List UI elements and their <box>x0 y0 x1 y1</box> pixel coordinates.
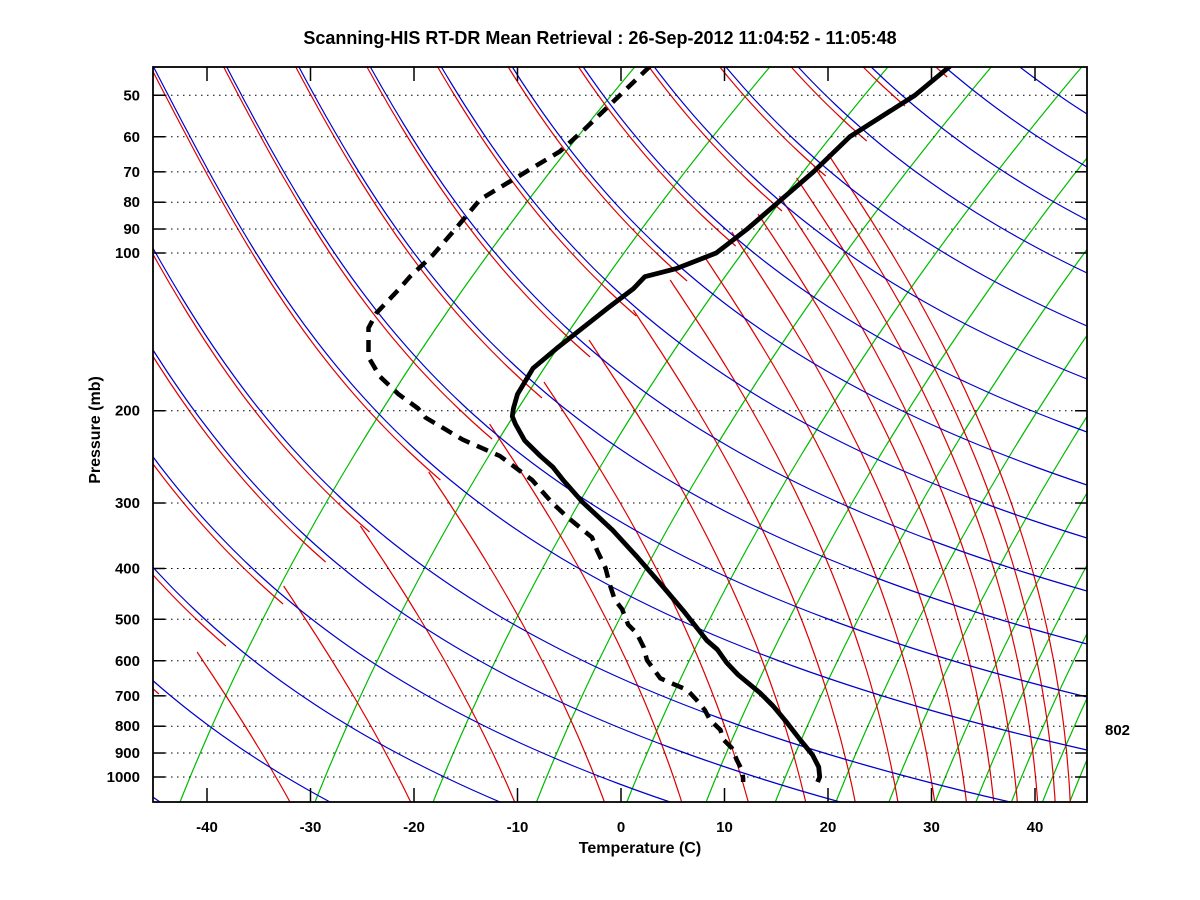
y-tick-label: 90 <box>123 221 140 238</box>
blue-isoline <box>653 67 1087 380</box>
red-isoline-pair <box>153 70 441 481</box>
red-isoline-pair <box>934 67 948 78</box>
green-isoline <box>314 67 771 802</box>
blue-isoline <box>797 67 1087 274</box>
red-isoline-pair <box>295 67 543 399</box>
red-isoline-pair <box>862 67 906 107</box>
blue-isoline <box>153 348 841 802</box>
x-tick-label: 20 <box>820 819 837 836</box>
red-isoline-pair <box>153 574 227 647</box>
green-isoline <box>432 67 889 802</box>
green-isoline <box>626 67 1083 802</box>
y-tick-label: 200 <box>115 403 140 420</box>
y-tick-label: 400 <box>115 560 140 577</box>
red-isoline-pair <box>577 67 737 247</box>
red-isoline-pair <box>719 67 827 177</box>
blue-isoline <box>153 455 671 802</box>
green-isoline <box>835 334 1087 802</box>
red-isoline <box>196 651 291 802</box>
red-isoline <box>757 213 995 802</box>
green-isoline <box>1010 632 1087 802</box>
plot-frame <box>152 66 1088 803</box>
blue-isoline <box>440 67 1087 539</box>
y-tick-label: 100 <box>115 245 140 262</box>
green-isoline <box>975 563 1087 802</box>
green-isoline <box>535 67 992 802</box>
red-isoline <box>428 471 605 802</box>
y-tick-label: 80 <box>123 194 140 211</box>
red-isoline <box>703 255 936 802</box>
y-tick-label: 70 <box>123 164 140 181</box>
green-isoline <box>1069 758 1087 802</box>
red-isoline <box>632 309 856 802</box>
blue-isoline <box>511 67 1087 486</box>
red-isoline <box>827 153 1071 802</box>
blue-isoline <box>369 67 1087 592</box>
red-isoline <box>731 231 967 802</box>
x-axis-title: Temperature (C) <box>578 840 702 857</box>
y-tick-label: 50 <box>123 87 140 104</box>
red-isoline-pair <box>507 67 688 282</box>
red-isoline-pair <box>153 687 160 695</box>
blue-isoline <box>226 67 1087 698</box>
green-isoline <box>774 248 1087 802</box>
x-tick-label: -20 <box>403 819 425 836</box>
red-isoline <box>359 525 516 802</box>
red-isoline <box>489 423 683 802</box>
red-isoline <box>796 177 1039 802</box>
green-isoline <box>1041 696 1087 802</box>
red-isoline-pair <box>223 67 493 440</box>
y-tick-label: 60 <box>123 129 140 146</box>
y-tick-label: 500 <box>115 611 140 628</box>
y-tick-label: 300 <box>115 495 140 512</box>
blue-isoline <box>153 566 501 802</box>
x-tick-label: 0 <box>617 819 625 836</box>
x-tick-label: 30 <box>923 819 940 836</box>
red-isoline <box>283 585 412 802</box>
dewpoint-curve <box>366 67 746 782</box>
blue-isoline <box>725 67 1087 327</box>
red-isoline <box>778 195 1018 802</box>
right-annotation-802: 802 <box>1105 722 1131 739</box>
y-tick-label: 700 <box>115 688 140 705</box>
blue-isoline <box>870 67 1087 221</box>
red-isoline-pair <box>437 67 637 317</box>
x-tick-label: 40 <box>1027 819 1044 836</box>
green-isoline <box>705 156 1087 802</box>
red-isoline <box>669 279 899 802</box>
green-isoline <box>888 415 1087 802</box>
y-tick-label: 800 <box>115 718 140 735</box>
red-isoline-pair <box>153 462 284 605</box>
x-tick-label: -10 <box>507 819 529 836</box>
red-isoline <box>588 339 807 802</box>
red-isoline-pair <box>153 253 370 533</box>
red-isoline-pair <box>648 67 783 212</box>
red-isoline <box>813 165 1056 802</box>
x-tick-label: -30 <box>300 819 322 836</box>
blue-isoline <box>153 67 1087 751</box>
blue-isoline <box>153 679 331 802</box>
red-isoline-pair <box>790 67 868 142</box>
blue-isoline <box>1018 67 1087 115</box>
red-isoline-pair <box>366 67 591 358</box>
red-isoline-pair <box>153 355 326 563</box>
blue-isoline <box>153 796 161 802</box>
x-tick-label: 10 <box>716 819 733 836</box>
blue-isoline <box>944 67 1087 168</box>
plot-title: Scanning-HIS RT-DR Mean Retrieval : 26-S… <box>303 28 897 48</box>
blue-isoline <box>582 67 1087 433</box>
y-tick-label: 900 <box>115 745 140 762</box>
y-tick-label: 1000 <box>107 769 140 786</box>
temperature-curve <box>509 67 952 783</box>
x-tick-label: -40 <box>196 819 218 836</box>
y-tick-label: 600 <box>115 653 140 670</box>
green-isoline <box>179 67 636 802</box>
blue-isoline <box>153 247 1011 802</box>
blue-isoline <box>298 67 1087 645</box>
